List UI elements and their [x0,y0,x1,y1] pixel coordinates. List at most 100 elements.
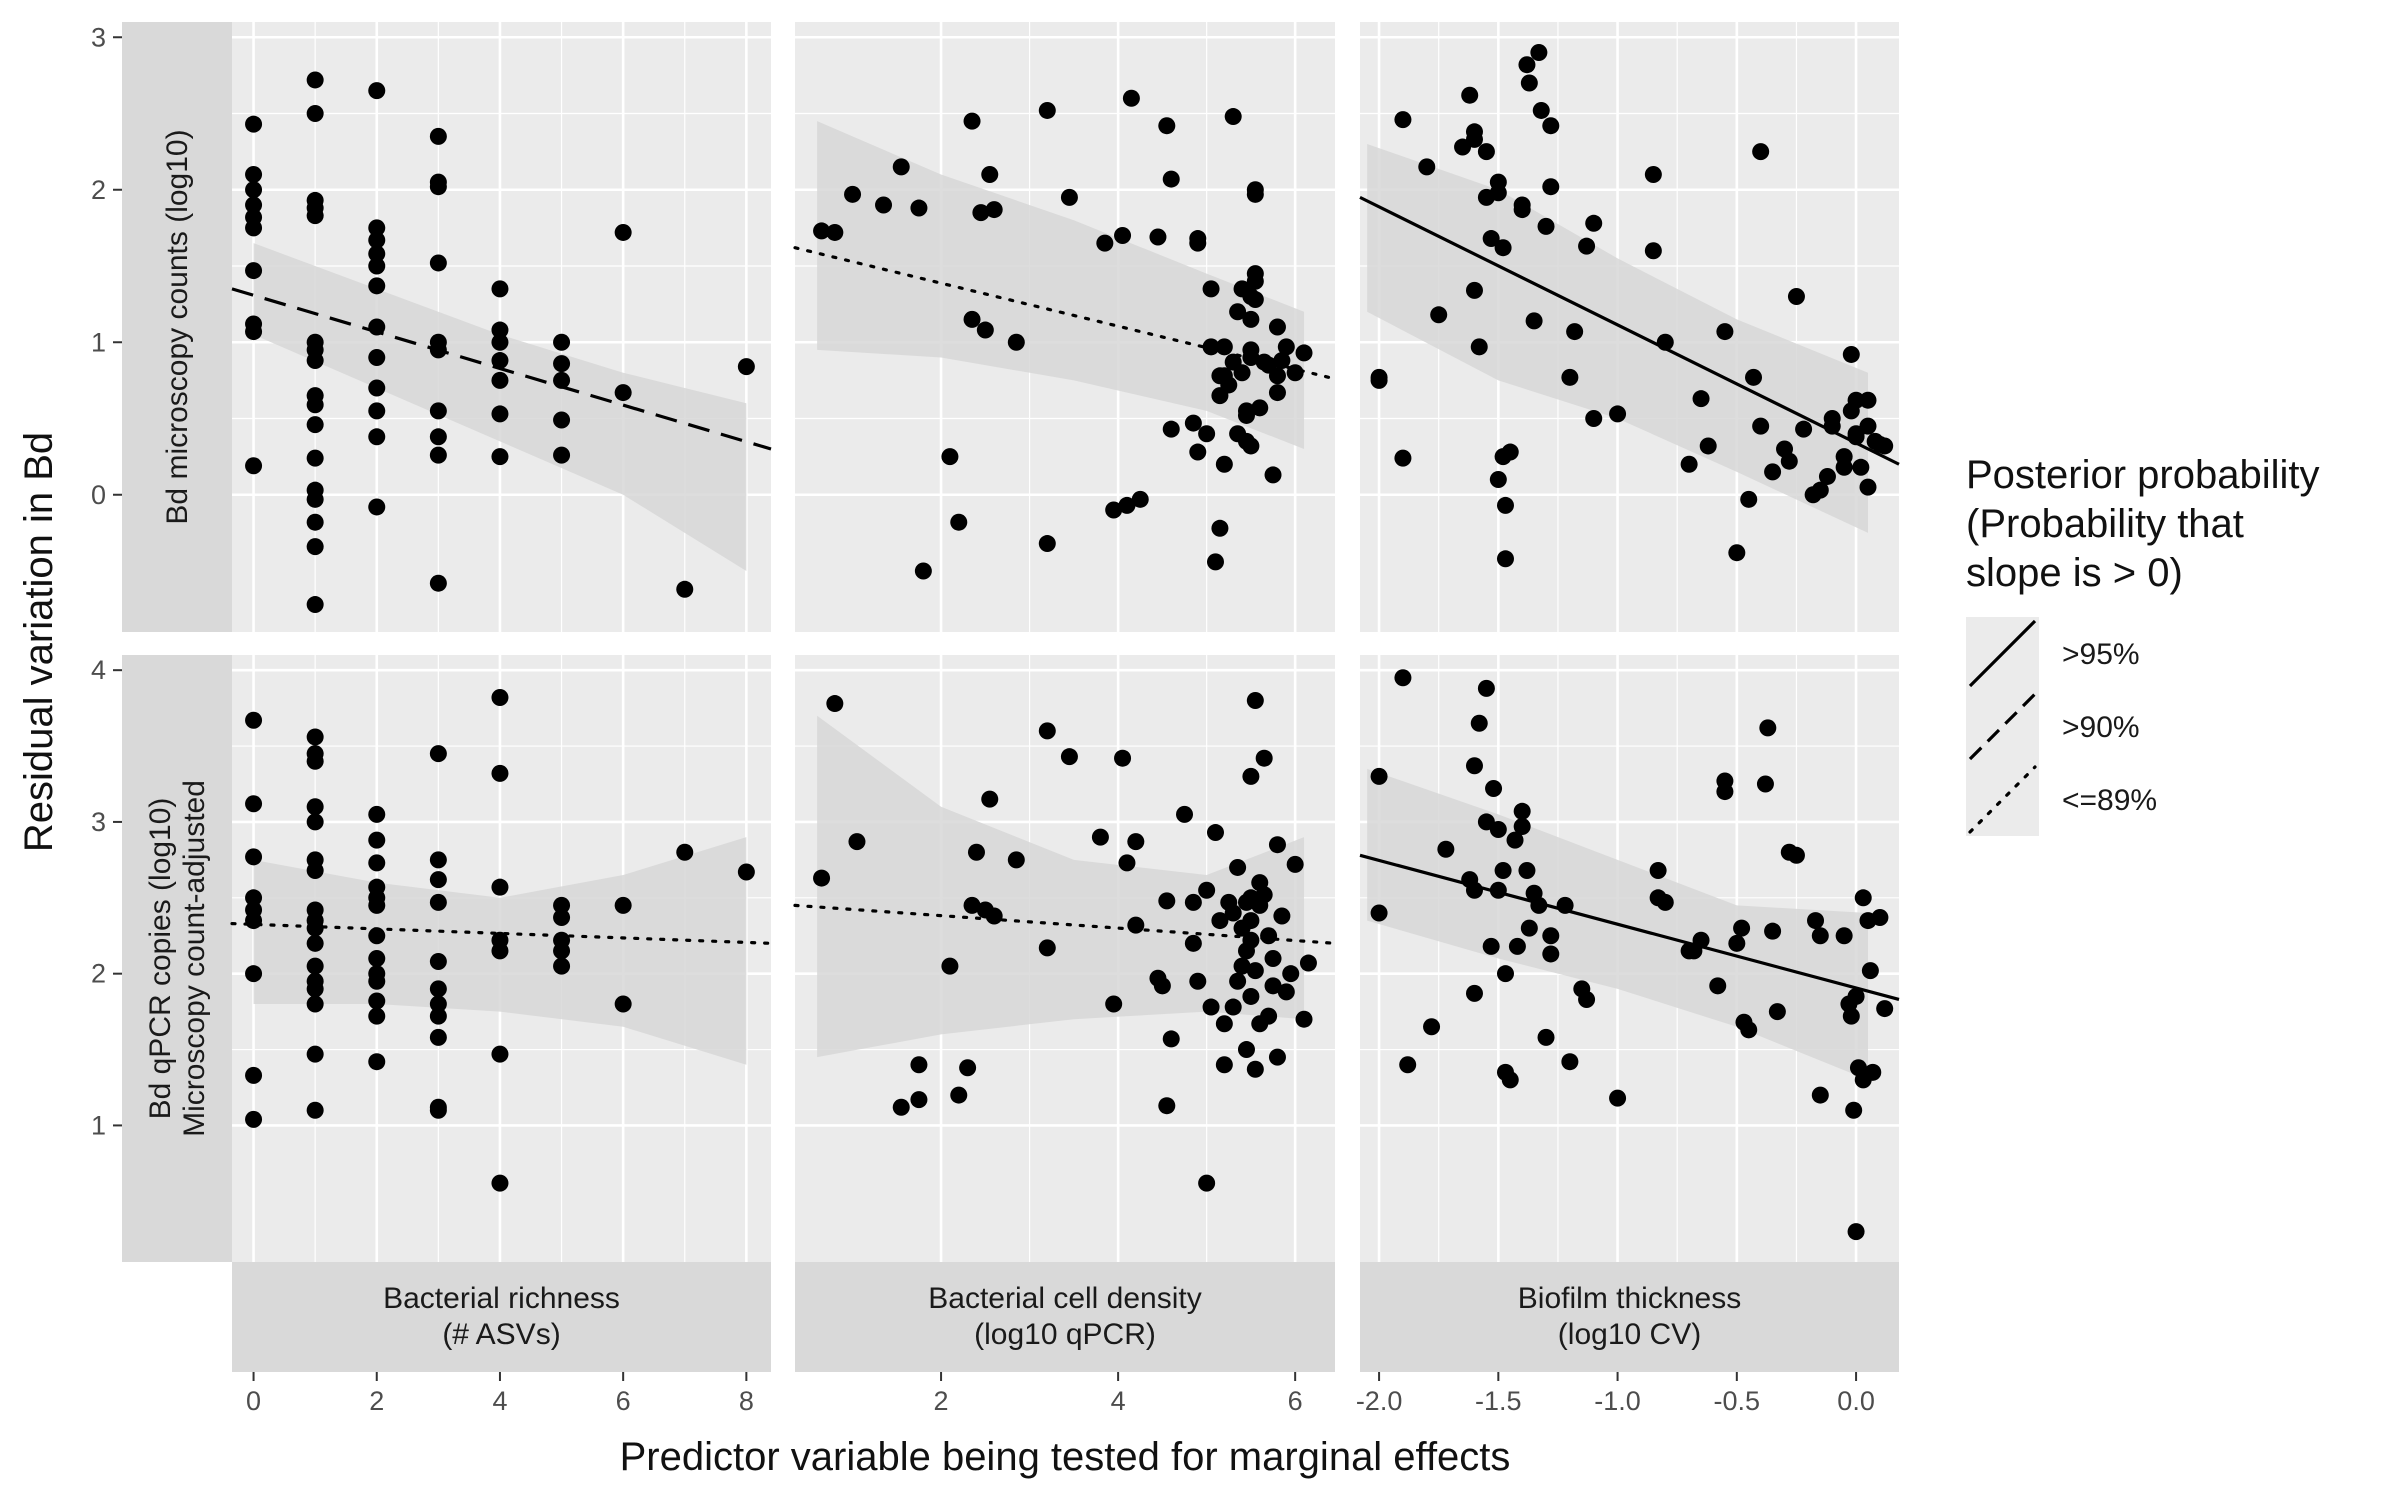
data-point [1299,954,1317,972]
data-point [1198,425,1216,443]
data-point [1105,995,1123,1013]
data-point [1859,478,1877,496]
data-point [1470,714,1488,732]
data-point [1485,780,1503,798]
data-point [1795,420,1813,438]
data-point [981,166,999,183]
data-point [848,833,866,851]
column-strip-2: Bacterial cell density(log10 qPCR) [795,1262,1335,1372]
data-point [306,861,324,879]
data-point [491,321,509,339]
data-point [1273,907,1291,925]
trend-line-solid [1359,195,1900,466]
data-point [1578,990,1596,1008]
data-point [1501,1071,1519,1089]
data-point [1286,855,1304,873]
data-point [306,980,324,998]
data-point [429,980,447,998]
data-point [306,934,324,952]
data-point [1105,501,1123,519]
data-point [1189,443,1207,461]
data-point [1399,1056,1417,1074]
data-point [553,957,571,975]
y-tick-label: 1 [91,1110,106,1140]
x-tick-label: 0.0 [1837,1386,1875,1416]
legend-label: >95% [2062,638,2140,671]
data-point [1656,333,1674,351]
column-strip-label: Biofilm thickness [1518,1282,1741,1315]
data-point [1578,237,1596,255]
data-point [1224,108,1242,126]
data-point [1811,481,1829,499]
data-point [1489,471,1507,488]
data-point [1127,833,1145,851]
data-point [1811,927,1829,945]
data-point [1158,892,1176,910]
data-point [553,942,571,960]
data-point [1854,889,1872,907]
data-point [1482,230,1500,248]
data-point [245,115,263,133]
data-point [614,384,632,402]
panel-r2-c3 [1359,655,1900,1262]
data-point [429,995,447,1013]
data-point [1513,817,1531,835]
data-point [1268,367,1286,385]
data-point [1277,983,1295,1001]
data-point [981,790,999,808]
y-tick-label: 2 [91,175,106,205]
data-point [1494,861,1512,879]
data-point [1211,519,1229,537]
data-point [306,352,324,370]
data-point [1482,937,1500,955]
data-point [1520,74,1538,92]
data-point [826,223,844,241]
data-point [950,1086,968,1104]
data-point [1038,101,1056,119]
data-point [1542,117,1560,135]
data-point [368,349,386,366]
data-point [1740,490,1758,508]
data-point [491,405,509,423]
data-point [245,889,263,907]
data-point [963,896,981,914]
data-point [245,196,263,214]
data-point [1282,965,1300,983]
data-point [1268,836,1286,854]
data-point [245,1066,263,1084]
data-point [245,323,263,341]
data-point [875,196,893,214]
data-point [1680,455,1698,473]
data-point [1114,227,1132,244]
data-point [1756,775,1774,793]
data-point [1114,749,1132,767]
data-point [1260,927,1278,945]
row-strip-background [122,22,232,632]
data-point [1780,452,1798,470]
x-tick-label: 0 [246,1386,261,1416]
data-point [1237,406,1255,424]
data-point [892,158,910,176]
data-point [368,992,386,1010]
y-tick-label: 1 [91,327,106,357]
data-point [1295,1010,1313,1028]
legend-title: (Probability that [1966,502,2244,546]
data-point [1847,987,1865,1005]
data-point [1242,349,1260,366]
data-point [1246,185,1264,203]
data-point [1233,957,1251,975]
data-point [368,318,386,336]
data-point [1162,420,1180,438]
data-point [1370,767,1388,785]
data-point [306,798,324,816]
x-tick-label: 2 [369,1386,384,1416]
data-point [1184,934,1202,952]
y-tick-label: 3 [91,22,106,52]
data-point [1585,410,1603,427]
data-point [1242,912,1260,930]
row-strip-label: Microscopy count-adjusted [178,780,211,1137]
data-point [368,896,386,914]
legend-label: <=89% [2062,784,2157,817]
x-axis-title: Predictor variable being tested for marg… [620,1435,1511,1479]
